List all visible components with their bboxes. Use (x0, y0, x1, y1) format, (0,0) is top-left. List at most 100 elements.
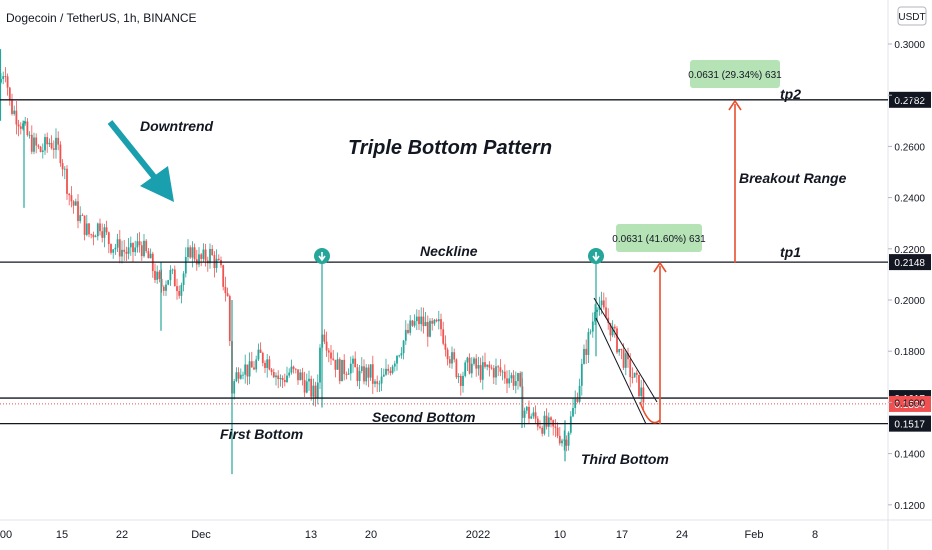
candle-body (200, 254, 203, 259)
candle-body (61, 163, 64, 170)
candle-body (48, 142, 51, 145)
candle-body (41, 150, 44, 152)
candle-body (387, 368, 390, 371)
y-tick-label: 0.1200 (894, 501, 925, 512)
candle-body (327, 350, 330, 353)
candle-body (437, 319, 440, 322)
candle-body (462, 375, 464, 386)
candle-body (187, 247, 189, 258)
candle-body (184, 257, 187, 274)
candle-body (44, 137, 46, 151)
candle-body (589, 331, 592, 333)
price-axis[interactable]: 0.3000 0.2800 0.2600 0.2400 0.2200 0.2000 0.18… (888, 40, 925, 512)
candle-body (365, 367, 368, 382)
candle-body (101, 231, 104, 238)
candle-body (145, 240, 148, 252)
time-axis[interactable]: 00 15 22 Dec 13 20 2022 10 17 24 Feb 8 (0, 529, 818, 541)
candle-body (600, 300, 603, 306)
candle-body (574, 398, 577, 408)
candle-body (363, 366, 365, 382)
candle-body (55, 137, 57, 150)
candle-body (374, 381, 376, 384)
candle-body (224, 286, 227, 294)
candle-body (347, 373, 350, 375)
candle-body (292, 366, 295, 369)
candle-body (22, 123, 24, 129)
candle-body (310, 378, 313, 397)
x-tick-label: 13 (305, 529, 317, 541)
measure-tag-1[interactable]: 0.0631 (41.60%) 631 (612, 224, 706, 252)
candle-body (33, 137, 35, 152)
candle-body (495, 366, 497, 378)
y-tick-label: 0.2800 (894, 91, 925, 102)
candle-body (233, 381, 236, 394)
candle-body (143, 240, 145, 257)
candle-body (594, 311, 596, 322)
candle-body (277, 375, 280, 380)
candle-body (66, 168, 68, 194)
candle-body (380, 376, 383, 384)
candle-body (404, 329, 407, 341)
currency-selector[interactable]: USDT (897, 6, 927, 26)
wedge-upper-line (593, 297, 658, 403)
candle-body (411, 320, 414, 326)
candle-body (286, 375, 288, 383)
candle-body (257, 349, 260, 360)
y-tick-label: 0.2200 (894, 245, 925, 256)
candle-body (479, 365, 482, 380)
candle-body (156, 271, 159, 280)
candle-body (550, 417, 552, 421)
candle-body (611, 326, 614, 336)
y-tick-label: 0.2000 (894, 296, 925, 307)
candle-body (391, 366, 394, 373)
candle-body (398, 355, 401, 357)
x-tick-label: Dec (191, 529, 211, 541)
candle-body (2, 76, 5, 80)
candle-body (591, 321, 594, 332)
y-tick-label: 0.2600 (894, 142, 925, 153)
y-tick-label: 0.2400 (894, 194, 925, 205)
candle-body (323, 334, 326, 342)
candle-body (268, 359, 271, 370)
candle-body (154, 271, 156, 280)
candle-body (26, 121, 29, 135)
candle-body (578, 385, 581, 402)
candle-body (103, 227, 106, 238)
candle-body (81, 215, 84, 216)
candle-body (211, 248, 214, 256)
candle-body (622, 350, 625, 368)
candle-body (136, 241, 139, 248)
candle-body (382, 374, 385, 377)
candle-body (587, 332, 590, 355)
candle-body (376, 381, 379, 384)
candle-body (330, 352, 332, 359)
candle-body (497, 366, 500, 368)
candle-body (396, 356, 398, 364)
measure-tag-2[interactable]: 0.0631 (29.34%) 631 (688, 60, 782, 88)
candle-body (642, 387, 645, 403)
currency-label[interactable]: USDT (898, 12, 925, 23)
candle-body (316, 382, 319, 399)
candle-body (420, 316, 423, 325)
candle-body (118, 239, 121, 257)
annotation-downtrend: Downtrend (140, 118, 214, 134)
candle-body (352, 358, 354, 364)
current-price-label: 0.1594 (894, 400, 925, 411)
candle-body (475, 358, 478, 369)
candle-body (248, 361, 251, 377)
candle-body (162, 286, 165, 291)
candle-body (506, 378, 508, 384)
candle-body (409, 320, 412, 333)
candle-body (336, 359, 339, 370)
candle-body (132, 243, 134, 253)
candle-body (556, 427, 559, 436)
candle-body (431, 320, 434, 324)
candle-body (341, 359, 343, 382)
candle-body (638, 374, 640, 396)
y-tick-label: 0.1800 (894, 347, 925, 358)
candle-body (235, 372, 238, 382)
x-tick-label: 17 (616, 529, 628, 541)
candle-body (222, 265, 225, 287)
candle-body (283, 379, 286, 383)
